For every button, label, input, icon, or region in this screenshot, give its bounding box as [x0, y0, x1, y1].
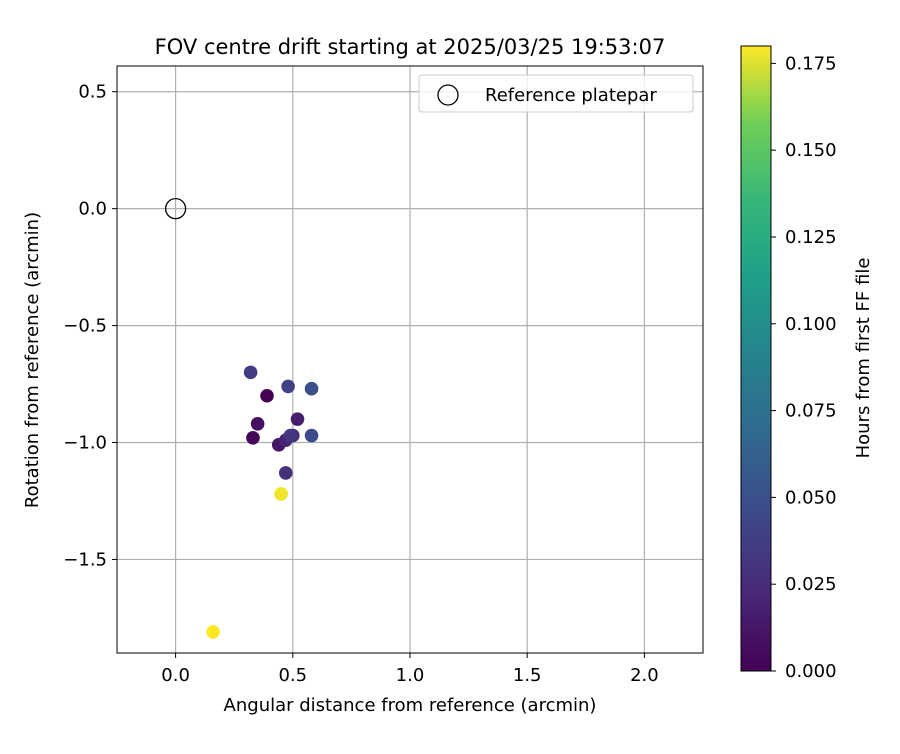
y-axis-label: Rotation from reference (arcmin)	[22, 212, 43, 508]
colorbar-tick-label: 0.025	[785, 574, 837, 595]
legend-open-circle-icon	[437, 84, 459, 106]
grid-lines	[117, 66, 703, 653]
reference-marker-layer	[164, 198, 187, 220]
colorbar-tick-label: 0.075	[785, 401, 837, 422]
data-point	[283, 428, 298, 443]
colorbar-tick-label: 0.100	[785, 314, 837, 335]
legend: Reference platepar	[418, 74, 694, 113]
y-tick-label: −1.5	[63, 549, 107, 570]
data-point	[206, 625, 220, 639]
colorbar-gradient	[740, 45, 772, 672]
data-points	[206, 365, 319, 639]
data-point	[281, 379, 295, 394]
x-tick-label: 1.0	[396, 665, 425, 686]
data-point	[250, 417, 265, 431]
y-tick-label: −1.0	[63, 433, 107, 454]
x-tick-label: 0.5	[278, 665, 307, 686]
y-tick-label: 0.0	[78, 199, 107, 220]
legend-label: Reference platepar	[485, 85, 657, 106]
data-point	[246, 431, 260, 445]
data-point	[243, 365, 258, 380]
colorbar: 0.000 0.025 0.050 0.075 0.100 0.125 0.150 0.175…	[740, 45, 874, 682]
x-axis-label: Angular distance from reference (arcmin)	[224, 695, 597, 716]
colorbar-tick-label: 0.175	[785, 53, 837, 74]
colorbar-label: Hours from first FF file	[853, 258, 874, 459]
data-point	[304, 381, 319, 396]
y-axis-ticks: 0.5 0.0 −0.5 −1.0 −1.5	[63, 82, 117, 570]
data-point	[274, 487, 288, 501]
colorbar-tick-label: 0.125	[785, 227, 837, 248]
chart-title: FOV centre drift starting at 2025/03/25 …	[155, 35, 666, 59]
reference-platepar-marker	[164, 198, 187, 220]
colorbar-tick-label: 0.050	[785, 487, 837, 508]
x-tick-label: 2.0	[630, 665, 659, 686]
data-point	[290, 412, 305, 426]
x-tick-label: 1.5	[513, 665, 542, 686]
y-tick-label: 0.5	[78, 82, 107, 103]
data-point	[260, 388, 274, 403]
data-point	[304, 428, 319, 443]
y-tick-label: −0.5	[63, 316, 107, 337]
colorbar-ticks: 0.000 0.025 0.050 0.075 0.100 0.125 0.150 0.175	[771, 53, 837, 682]
colorbar-tick-label: 0.000	[785, 661, 837, 682]
colorbar-tick-label: 0.150	[785, 140, 837, 161]
data-point	[278, 466, 293, 480]
x-axis-ticks: 0.0 0.5 1.0 1.5 2.0	[161, 653, 659, 686]
legend-box	[418, 74, 694, 113]
x-tick-label: 0.0	[161, 665, 190, 686]
